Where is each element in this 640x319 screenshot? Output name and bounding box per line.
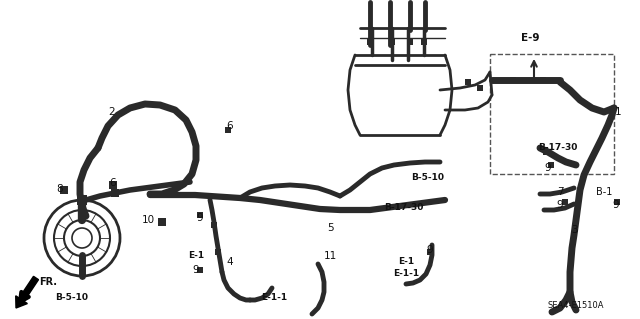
Text: E-1: E-1 [398,257,414,266]
Text: B-1: B-1 [596,187,612,197]
Text: E-1-1: E-1-1 [261,293,287,302]
Text: 5: 5 [326,223,333,233]
Text: 4: 4 [227,257,234,267]
Text: B-17-30: B-17-30 [538,144,578,152]
Text: 3: 3 [571,225,577,235]
Text: B-5-10: B-5-10 [56,293,88,302]
Text: 11: 11 [323,251,337,261]
Text: 9: 9 [193,265,199,275]
Text: 10: 10 [141,215,155,225]
Text: B-17-30: B-17-30 [384,204,424,212]
Text: E-1: E-1 [188,251,204,261]
Text: 6: 6 [109,178,116,188]
FancyArrow shape [16,276,38,308]
Text: SEA4-E1510A: SEA4-E1510A [548,300,604,309]
Text: FR.: FR. [39,277,57,287]
Text: 9: 9 [612,200,620,210]
Text: E-9: E-9 [521,33,540,43]
Text: 9: 9 [427,245,433,255]
Text: 7: 7 [557,187,563,197]
Text: B-5-10: B-5-10 [412,174,445,182]
Text: 8: 8 [57,184,63,194]
Text: 6: 6 [227,121,234,131]
Text: E-1-1: E-1-1 [393,270,419,278]
Text: 9: 9 [545,163,551,173]
Text: 9: 9 [557,200,563,210]
Text: 2: 2 [109,107,115,117]
Text: 1: 1 [614,107,621,117]
Text: 9: 9 [196,213,204,223]
Bar [490,54,614,174]
